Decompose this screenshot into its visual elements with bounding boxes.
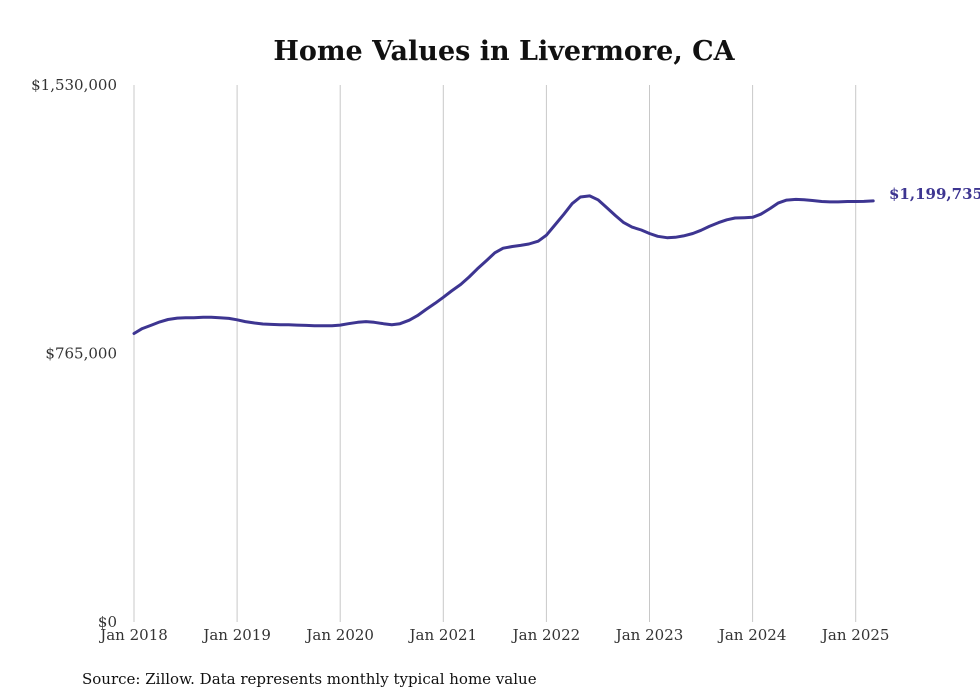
source-note: Source: Zillow. Data represents monthly … xyxy=(82,670,537,688)
y-tick-label: $1,530,000 xyxy=(31,76,117,94)
x-tick-label: Jan 2024 xyxy=(717,626,787,644)
x-tick-label: Jan 2019 xyxy=(201,626,271,644)
series-layer xyxy=(132,194,875,335)
x-tick-label: Jan 2023 xyxy=(614,626,684,644)
y-tick-label: $765,000 xyxy=(45,345,117,363)
gridlines xyxy=(133,85,857,622)
x-tick-label: Jan 2020 xyxy=(304,626,374,644)
x-axis-ticks: Jan 2018 Jan 2019 Jan 2020 Jan 2021 Jan 2022… xyxy=(98,626,889,644)
x-tick-label: Jan 2022 xyxy=(511,626,581,644)
y-axis-ticks: $1,530,000 $765,000 $0 xyxy=(31,76,117,631)
y-tick-label: $0 xyxy=(98,613,117,631)
x-tick-label: Jan 2021 xyxy=(408,626,478,644)
end-value-label: $1,199,735 xyxy=(889,185,980,203)
x-tick-label: Jan 2025 xyxy=(820,626,890,644)
chart-title: Home Values in Livermore, CA xyxy=(273,36,735,67)
series-line-home-value xyxy=(132,194,875,335)
x-tick-label: Jan 2018 xyxy=(98,626,168,644)
